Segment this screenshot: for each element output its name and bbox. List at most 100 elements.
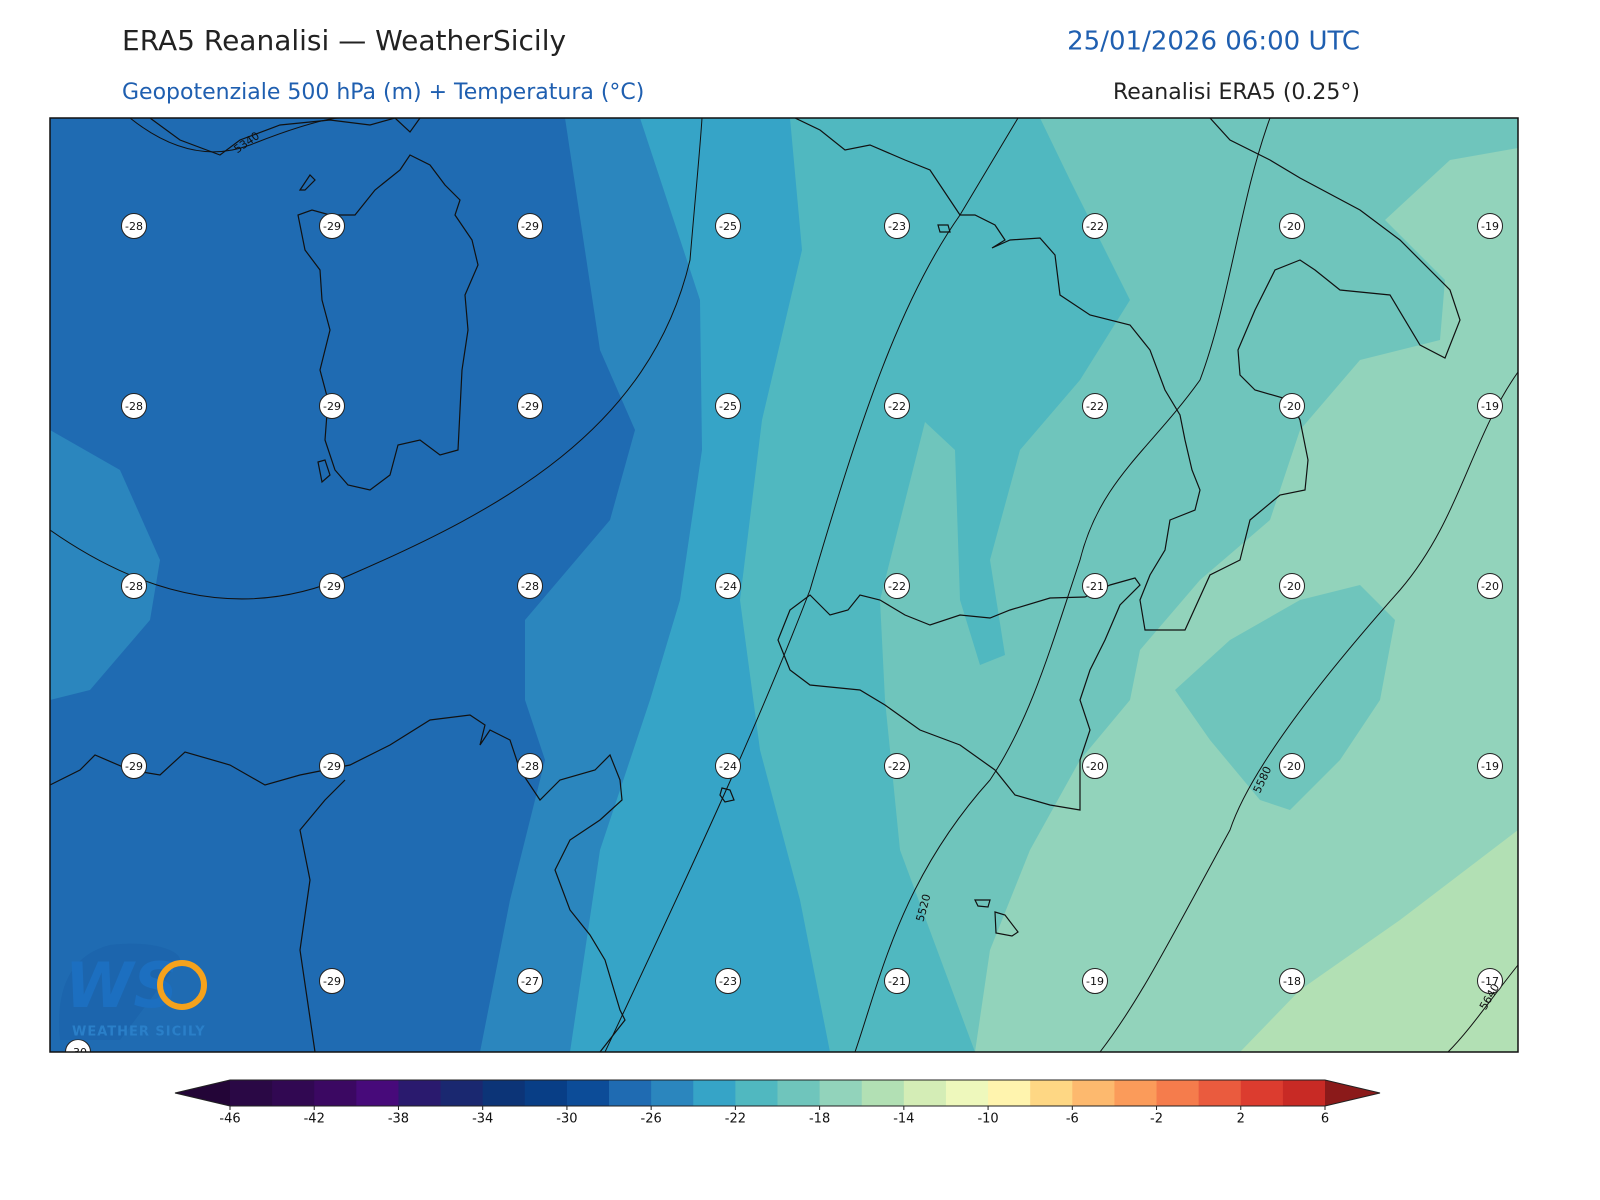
temperature-label: -24 <box>719 760 737 773</box>
point-marker <box>1279 213 1305 239</box>
colorbar-tick-label: -22 <box>725 1112 746 1127</box>
point-marker <box>121 213 147 239</box>
temperature-label: -28 <box>125 580 143 593</box>
point-marker <box>884 213 910 239</box>
temperature-label: -19 <box>1481 400 1499 413</box>
temperature-point: -28 <box>517 573 543 599</box>
point-marker <box>319 753 345 779</box>
colorbar-bin <box>272 1080 315 1106</box>
temperature-point: -28 <box>121 213 147 239</box>
point-marker <box>715 968 741 994</box>
coastline <box>794 118 1461 631</box>
subtitle: Geopotenziale 500 hPa (m) + Temperatura … <box>122 80 644 105</box>
point-marker <box>1082 393 1108 419</box>
colorbar-tick-label: -34 <box>472 1112 493 1127</box>
temperature-label: -20 <box>1283 220 1301 233</box>
point-marker <box>1477 393 1503 419</box>
point-marker <box>715 573 741 599</box>
map-frame <box>49 117 1519 1053</box>
datetime: 25/01/2026 06:00 UTC <box>1067 27 1360 57</box>
temperature-label: -21 <box>888 975 906 988</box>
colorbar-tick-label: -10 <box>977 1112 998 1127</box>
title: ERA5 Reanalisi — WeatherSicily <box>122 24 566 57</box>
temperature-point: -20 <box>1477 573 1503 599</box>
temperature-label: -20 <box>1283 760 1301 773</box>
colorbar-tick-label: -38 <box>388 1112 409 1127</box>
coastlines <box>50 118 1461 1052</box>
coastline <box>719 224 1019 937</box>
point-marker <box>517 213 543 239</box>
point-marker <box>1477 213 1503 239</box>
temperature-point: -29 <box>319 573 345 599</box>
temperature-point: -29 <box>319 753 345 779</box>
point-marker <box>121 393 147 419</box>
point-marker <box>1082 213 1108 239</box>
colorbar-under <box>175 1080 230 1106</box>
point-marker <box>1082 573 1108 599</box>
point-marker <box>715 753 741 779</box>
temperature-label: -21 <box>1086 580 1104 593</box>
colorbar-bin <box>1030 1080 1073 1106</box>
colorbar-tick-label: -6 <box>1066 1112 1079 1127</box>
colorbar-bin <box>777 1080 821 1106</box>
point-marker <box>517 573 543 599</box>
point-marker <box>884 753 910 779</box>
colorbar-bin <box>903 1080 947 1106</box>
colorbar-bin <box>482 1080 526 1106</box>
temperature-label: -28 <box>521 760 539 773</box>
temperature-point: -23 <box>715 968 741 994</box>
temperature-label: -22 <box>888 400 906 413</box>
temperature-point: -29 <box>319 393 345 419</box>
point-marker <box>121 753 147 779</box>
point-marker <box>319 573 345 599</box>
point-marker <box>1477 753 1503 779</box>
temperature-point: -21 <box>1082 573 1108 599</box>
temperature-label: -29 <box>521 220 539 233</box>
colorbar-bin <box>861 1080 905 1106</box>
colorbar-bin <box>524 1080 568 1106</box>
temperature-point: -19 <box>1477 213 1503 239</box>
temperature-point: -17 <box>1477 968 1503 994</box>
colorbar-tick-label: -30 <box>556 1112 577 1127</box>
temperature-label: -24 <box>719 580 737 593</box>
colorbar-tick-label: -2 <box>1150 1112 1163 1127</box>
temperature-point: -22 <box>1082 393 1108 419</box>
temperature-point: -28 <box>517 753 543 779</box>
colorbar-tick-label: -18 <box>809 1112 830 1127</box>
point-marker <box>1082 968 1108 994</box>
point-marker <box>517 753 543 779</box>
point-marker <box>884 968 910 994</box>
coastline <box>298 174 331 484</box>
map: -28 -29 -29 -25 -23 -22 -20 -19 -28 -29 -29 -25 -22 -… <box>50 118 1518 1052</box>
colorbar-bin <box>314 1080 357 1106</box>
colorbar-tick-label: -46 <box>219 1112 240 1127</box>
colorbar-bin <box>398 1080 442 1106</box>
point-marker <box>884 573 910 599</box>
temperature-point: -29 <box>517 393 543 419</box>
temperature-point: -22 <box>884 393 910 419</box>
temperature-point: -22 <box>884 573 910 599</box>
colorbar-bin <box>988 1080 1031 1106</box>
point-marker <box>121 573 147 599</box>
colorbar-bin <box>356 1080 399 1106</box>
temperature-point: -29 <box>319 213 345 239</box>
field <box>975 148 1518 1052</box>
point-marker <box>715 393 741 419</box>
colorbar-bin <box>1240 1080 1284 1106</box>
temperature-point: -19 <box>1477 393 1503 419</box>
temperature-point: -28 <box>121 573 147 599</box>
colorbar-tick-label: -42 <box>304 1112 325 1127</box>
temperature-label: -29 <box>323 220 341 233</box>
temperature-label: -27 <box>521 975 539 988</box>
coastline <box>50 714 626 1052</box>
colorbar-bin <box>1198 1080 1242 1106</box>
temperature-label: -22 <box>1086 400 1104 413</box>
temperature-label: -19 <box>1481 760 1499 773</box>
temperature-point: -29 <box>319 968 345 994</box>
temperature-label: -29 <box>125 760 143 773</box>
colorbar-tick-label: 6 <box>1321 1112 1329 1127</box>
contour-line <box>1447 964 1518 1052</box>
colorbar-tick-label: 2 <box>1237 1112 1245 1127</box>
contour-line <box>854 118 1271 1052</box>
temperature-point: -28 <box>121 393 147 419</box>
